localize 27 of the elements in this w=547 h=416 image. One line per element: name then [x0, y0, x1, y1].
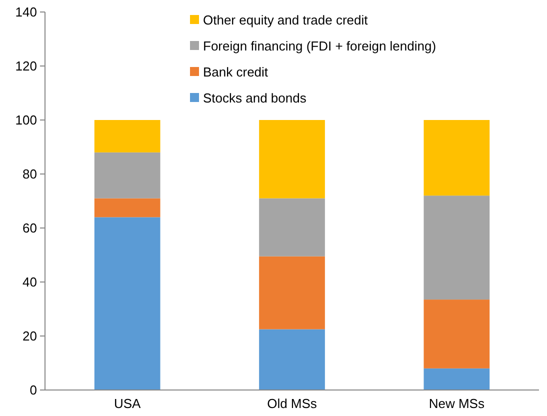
y-tick-label: 0	[30, 382, 37, 398]
y-tick-label: 140	[15, 4, 37, 20]
x-tick-label: USA	[114, 396, 142, 411]
y-tick-label: 60	[22, 220, 37, 236]
bar	[94, 198, 160, 218]
bar	[424, 300, 490, 368]
x-tick-label: Old MSs	[267, 396, 318, 411]
bar	[424, 196, 490, 300]
bar	[424, 368, 490, 390]
bar	[424, 120, 490, 196]
legend-label: Foreign financing (FDI + foreign lending)	[203, 38, 436, 54]
y-tick-label: 100	[15, 112, 37, 128]
y-tick-label: 120	[15, 58, 37, 74]
y-tick-label: 40	[22, 274, 37, 290]
y-tick-label: 80	[22, 166, 37, 182]
y-tick-label: 20	[22, 328, 37, 344]
x-tick-label: New MSs	[428, 396, 485, 411]
bar	[259, 256, 325, 330]
legend-label: Stocks and bonds	[203, 90, 307, 106]
bar	[94, 120, 160, 152]
bar	[259, 120, 325, 198]
bar	[94, 217, 160, 390]
bar	[94, 152, 160, 198]
legend-label: Other equity and trade credit	[203, 12, 368, 28]
legend-label: Bank credit	[203, 64, 268, 80]
bar	[259, 329, 325, 390]
bar	[259, 198, 325, 256]
